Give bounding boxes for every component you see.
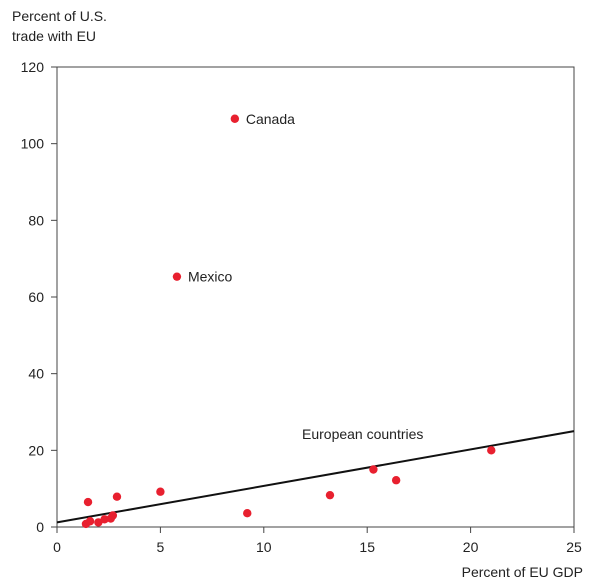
- data-point: [487, 446, 496, 455]
- x-axis: 0 5 10 15 20 25: [53, 527, 582, 555]
- data-point-mexico: [172, 272, 182, 281]
- x-tick-label: 15: [359, 539, 375, 555]
- y-axis-title-line1: Percent of U.S.: [12, 8, 107, 24]
- plot-frame: [56, 66, 575, 528]
- data-point: [112, 492, 122, 501]
- x-tick-label: 5: [157, 539, 165, 555]
- data-point: [391, 476, 401, 485]
- y-axis-title-line2: trade with EU: [12, 28, 96, 44]
- x-tick-label: 10: [256, 539, 272, 555]
- y-tick-label: 60: [28, 289, 44, 305]
- y-tick-label: 80: [28, 212, 44, 228]
- x-tick-label: 20: [463, 539, 479, 555]
- y-tick-label: 20: [28, 442, 44, 458]
- x-axis-title: Percent of EU GDP: [462, 564, 583, 580]
- european-countries-label: European countries: [302, 426, 423, 442]
- x-tick-label: 25: [566, 539, 582, 555]
- point-label-canada: Canada: [246, 111, 295, 127]
- point-labels: Canada Mexico: [188, 111, 295, 285]
- data-point: [108, 511, 118, 520]
- data-point: [369, 465, 378, 474]
- data-point: [83, 497, 93, 507]
- y-tick-label: 120: [21, 59, 45, 75]
- y-tick-label: 100: [21, 136, 45, 152]
- data-point: [100, 515, 109, 524]
- data-points: [81, 114, 496, 529]
- y-tick-label: 0: [36, 519, 44, 535]
- data-point: [156, 487, 165, 496]
- data-point: [325, 490, 335, 500]
- x-tick-label: 0: [53, 539, 61, 555]
- data-point: [85, 517, 95, 526]
- data-point: [94, 518, 103, 527]
- point-label-mexico: Mexico: [188, 269, 233, 285]
- y-axis: 0 20 40 60 80 100 120: [21, 59, 57, 535]
- trend-line: [56, 430, 575, 524]
- data-point: [243, 509, 252, 518]
- data-point-canada: [230, 114, 240, 123]
- y-tick-label: 40: [28, 366, 44, 382]
